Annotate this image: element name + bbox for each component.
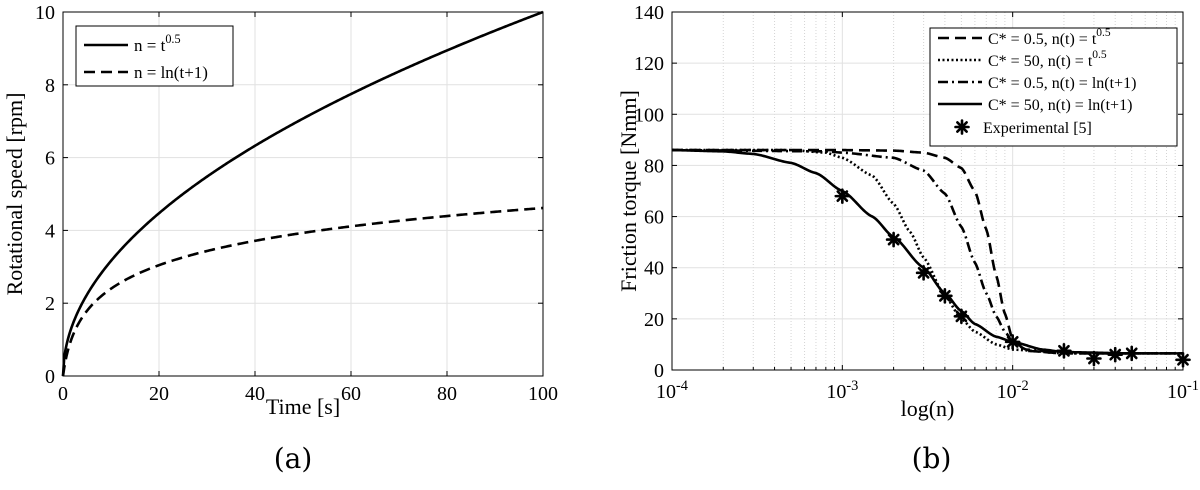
- experimental-point: [1175, 351, 1191, 368]
- axes-box-b: [671, 11, 1184, 371]
- experimental-point: [1004, 334, 1021, 350]
- legend-a: n = t0.5 n = ln(t+1): [75, 25, 234, 87]
- y-tick-label: 140: [634, 2, 664, 24]
- y-axis-label: Rotational speed [rpm]: [2, 93, 27, 296]
- y-tick-label: 8: [45, 75, 55, 97]
- experimental-point: [1056, 343, 1072, 359]
- y-tick-label: 4: [45, 220, 55, 242]
- x-tick-label: 80: [437, 383, 457, 405]
- legend-box-b: [929, 27, 1178, 147]
- experimental-point: [885, 231, 902, 248]
- y-tick-label: 20: [644, 309, 664, 331]
- series-line-c50-ln: [671, 148, 1183, 355]
- legend-label: C* = 50, n(t) = t0.5: [988, 49, 1107, 70]
- subfigure-label: (a): [274, 442, 313, 475]
- series-line-ln: [61, 206, 544, 377]
- y-axis-label: Friction torque [Nmm]: [616, 90, 641, 292]
- experimental-point: [834, 188, 851, 204]
- y-tick-label: 80: [644, 155, 664, 177]
- x-tick-label: 0: [58, 383, 68, 405]
- x-tick-label: 10-3: [826, 378, 858, 403]
- y-tick-label: 0: [654, 360, 664, 382]
- y-tick-label: 6: [45, 148, 55, 170]
- experimental-point: [1107, 346, 1124, 363]
- legend-label: C* = 0.5, n(t) = t0.5: [988, 27, 1111, 48]
- experimental-point: [1086, 350, 1102, 367]
- y-tick-label: 0: [45, 366, 55, 388]
- x-tick-label: 20: [149, 383, 169, 405]
- axes-box-a: [62, 11, 544, 377]
- y-tick-label: 100: [634, 104, 664, 126]
- experimental-point: [953, 308, 970, 325]
- legend-label: n = ln(t+1): [134, 63, 208, 82]
- chart-a: 0 20 40 60 80 100 0 2 4 6 8 10 n = t0.5 n = ln(t+1) Ti…: [2, 2, 558, 475]
- experimental-point: [937, 288, 953, 304]
- y-tick-label: 10: [35, 2, 55, 24]
- y-tick-label: 60: [644, 207, 664, 229]
- x-tick-label: 40: [245, 383, 265, 405]
- x-tick-label: 100: [528, 383, 558, 405]
- series-line-sqrt: [61, 10, 544, 377]
- legend-label: C* = 50, n(t) = ln(t+1): [988, 97, 1132, 114]
- legend-box-a: [75, 25, 234, 87]
- subfigure-label: (b): [912, 442, 952, 475]
- experimental-point: [1123, 345, 1140, 362]
- x-axis-label: log(n): [901, 396, 955, 421]
- x-tick-label: 10-4: [656, 378, 688, 403]
- legend-label: n = t0.5: [134, 32, 181, 55]
- y-tick-label: 120: [634, 53, 664, 75]
- y-tick-label: 40: [644, 258, 664, 280]
- x-axis-label: Time [s]: [266, 394, 340, 419]
- x-tick-label: 60: [341, 383, 361, 405]
- legend-label: Experimental [5]: [983, 120, 1092, 137]
- legend-b: C* = 0.5, n(t) = t0.5C* = 50, n(t) = t0.…: [929, 27, 1178, 147]
- experimental-point: [915, 265, 932, 281]
- legend-swatch-asterisk: [954, 119, 970, 135]
- y-tick-label: 2: [45, 293, 55, 315]
- series-line-c05-ln: [672, 148, 1183, 355]
- chart-b: 10-4 10-3 10-2 10-1 0 20 40 60 80 100 120 140 C* = 0…: [616, 2, 1199, 475]
- x-tick-label: 10-2: [997, 378, 1029, 403]
- x-tick-label: 10-1: [1167, 378, 1199, 403]
- legend-label: C* = 0.5, n(t) = ln(t+1): [988, 75, 1136, 92]
